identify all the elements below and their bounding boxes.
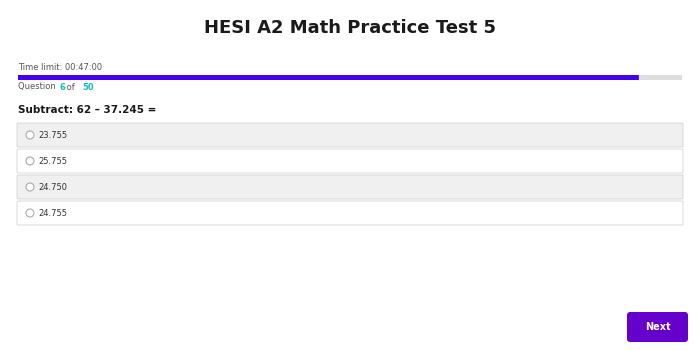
- FancyBboxPatch shape: [18, 75, 682, 80]
- Circle shape: [26, 131, 34, 139]
- Text: 24.755: 24.755: [38, 208, 67, 218]
- Text: 24.750: 24.750: [38, 183, 67, 192]
- Text: Question: Question: [18, 82, 58, 92]
- Text: 25.755: 25.755: [38, 157, 67, 166]
- Text: HESI A2 Math Practice Test 5: HESI A2 Math Practice Test 5: [204, 19, 496, 37]
- FancyBboxPatch shape: [627, 312, 688, 342]
- FancyBboxPatch shape: [17, 201, 683, 225]
- FancyBboxPatch shape: [17, 175, 683, 199]
- Text: of: of: [64, 82, 77, 92]
- FancyBboxPatch shape: [18, 75, 639, 80]
- Text: 6: 6: [60, 82, 65, 92]
- Text: 23.755: 23.755: [38, 131, 67, 139]
- FancyBboxPatch shape: [17, 149, 683, 173]
- FancyBboxPatch shape: [17, 123, 683, 147]
- Circle shape: [26, 209, 34, 217]
- Circle shape: [26, 183, 34, 191]
- Text: Next: Next: [645, 322, 671, 332]
- Text: Subtract: 62 – 37.245 =: Subtract: 62 – 37.245 =: [18, 105, 156, 115]
- Text: 50: 50: [82, 82, 94, 92]
- Circle shape: [26, 157, 34, 165]
- Text: Time limit: 00:47:00: Time limit: 00:47:00: [18, 64, 102, 73]
